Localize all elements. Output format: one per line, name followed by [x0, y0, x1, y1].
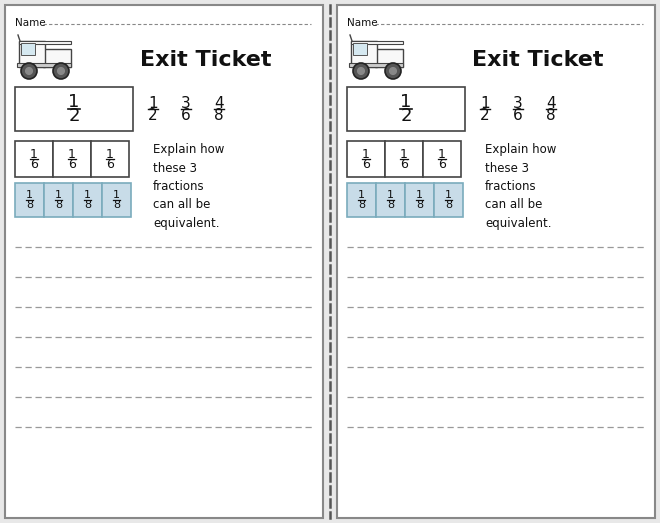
Bar [405, 183, 434, 217]
Text: 8: 8 [358, 200, 365, 210]
Text: Explain how
these 3
fractions
can all be
equivalent.: Explain how these 3 fractions can all be… [153, 143, 224, 230]
Text: 8: 8 [214, 108, 224, 122]
Text: 2: 2 [480, 108, 490, 122]
Text: 2: 2 [68, 107, 80, 125]
Text: Name: Name [347, 18, 378, 28]
Circle shape [21, 63, 37, 79]
Bar [5, 5, 323, 518]
Bar [351, 41, 403, 44]
Text: 1: 1 [148, 96, 158, 110]
Text: 6: 6 [68, 157, 76, 170]
Text: 8: 8 [84, 200, 91, 210]
Text: 8: 8 [416, 200, 423, 210]
Circle shape [57, 67, 65, 74]
Text: 1: 1 [113, 190, 120, 200]
Text: 1: 1 [400, 147, 408, 161]
Text: 2: 2 [148, 108, 158, 122]
Text: 1: 1 [445, 190, 452, 200]
Text: 8: 8 [113, 200, 120, 210]
Text: 1: 1 [480, 96, 490, 110]
Bar [434, 183, 463, 217]
Text: 1: 1 [387, 190, 394, 200]
Text: Name: Name [15, 18, 46, 28]
Text: 1: 1 [106, 147, 114, 161]
Text: 8: 8 [445, 200, 452, 210]
Text: 3: 3 [181, 96, 191, 110]
Text: 6: 6 [438, 157, 446, 170]
Text: 8: 8 [26, 200, 33, 210]
Bar [21, 43, 35, 55]
Text: 1: 1 [416, 190, 423, 200]
Bar [347, 183, 376, 217]
Text: Exit Ticket: Exit Ticket [472, 50, 603, 70]
Bar [376, 183, 405, 217]
Text: 8: 8 [387, 200, 394, 210]
Bar [43, 49, 71, 67]
Bar [15, 87, 133, 131]
Text: 8: 8 [55, 200, 62, 210]
Text: Exit Ticket: Exit Ticket [140, 50, 271, 70]
Bar [17, 63, 71, 67]
Text: 4: 4 [546, 96, 556, 110]
Text: 1: 1 [68, 147, 76, 161]
Bar [102, 183, 131, 217]
Bar [347, 141, 385, 177]
Bar [385, 141, 423, 177]
Bar [19, 41, 71, 44]
Bar [15, 141, 53, 177]
Text: 1: 1 [30, 147, 38, 161]
Bar [353, 43, 367, 55]
Text: 8: 8 [546, 108, 556, 122]
Bar [423, 141, 461, 177]
Bar [44, 183, 73, 217]
Text: Explain how
these 3
fractions
can all be
equivalent.: Explain how these 3 fractions can all be… [485, 143, 556, 230]
Text: 1: 1 [26, 190, 33, 200]
Text: 2: 2 [400, 107, 412, 125]
Bar [351, 41, 377, 67]
Text: 6: 6 [513, 108, 523, 122]
Bar [349, 63, 403, 67]
Circle shape [26, 67, 32, 74]
Circle shape [358, 67, 364, 74]
Text: 1: 1 [362, 147, 370, 161]
Text: 3: 3 [513, 96, 523, 110]
Text: 1: 1 [358, 190, 365, 200]
Text: 1: 1 [84, 190, 91, 200]
Text: 1: 1 [55, 190, 62, 200]
Text: 1: 1 [401, 93, 412, 111]
Text: 6: 6 [106, 157, 114, 170]
Text: 6: 6 [30, 157, 38, 170]
Bar [91, 141, 129, 177]
Text: 1: 1 [69, 93, 80, 111]
Circle shape [353, 63, 369, 79]
Circle shape [389, 67, 397, 74]
Text: 1: 1 [438, 147, 446, 161]
Bar [19, 41, 45, 67]
Circle shape [53, 63, 69, 79]
Text: 6: 6 [400, 157, 408, 170]
Bar [375, 49, 403, 67]
Text: 4: 4 [214, 96, 224, 110]
Bar [347, 87, 465, 131]
Text: 6: 6 [362, 157, 370, 170]
Text: 6: 6 [181, 108, 191, 122]
Bar [73, 183, 102, 217]
Bar [15, 183, 44, 217]
Bar [53, 141, 91, 177]
Circle shape [385, 63, 401, 79]
Bar [337, 5, 655, 518]
